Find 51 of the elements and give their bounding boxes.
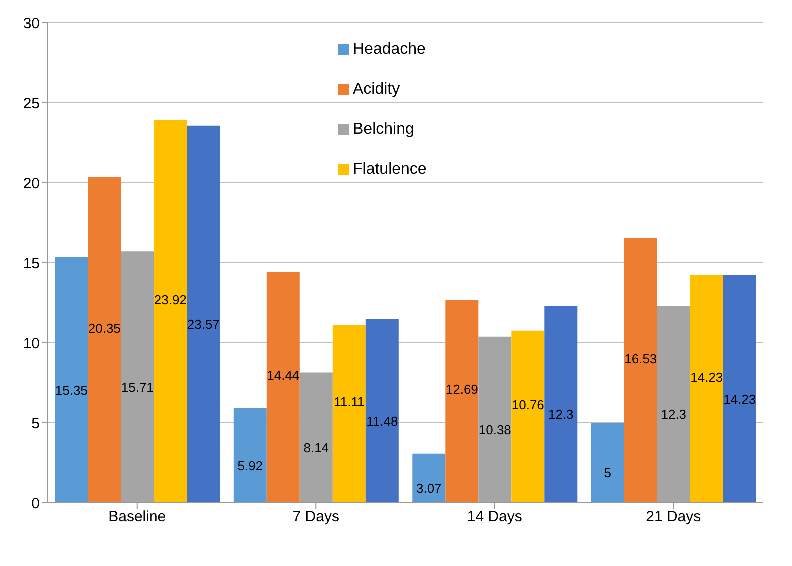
data-label: 12.3 <box>548 407 574 422</box>
data-label: 3.07 <box>416 481 442 496</box>
legend-label: Flatulence <box>353 161 427 178</box>
bar <box>446 300 479 503</box>
bar <box>266 272 300 503</box>
bar <box>624 238 658 503</box>
x-tick-label: 14 Days <box>467 508 522 526</box>
y-tick-label: 0 <box>32 495 40 512</box>
bar <box>88 177 122 503</box>
x-tick-label: Baseline <box>108 508 166 526</box>
data-label: 11.48 <box>366 414 398 429</box>
legend-label: Acidity <box>353 81 400 98</box>
x-tick-label: 21 Days <box>646 508 702 526</box>
data-label: 16.53 <box>624 351 658 366</box>
y-tick-label: 5 <box>32 415 40 432</box>
data-label: 23.57 <box>187 317 220 332</box>
data-label: 11.11 <box>334 394 365 410</box>
bar <box>234 408 267 503</box>
bar <box>154 120 188 503</box>
data-label: 10.38 <box>478 422 512 438</box>
bar <box>690 275 724 503</box>
bar <box>591 423 624 503</box>
data-label: 5.92 <box>238 458 264 474</box>
data-label: 12.3 <box>661 407 687 422</box>
data-label: 14.23 <box>724 392 756 407</box>
bar <box>412 454 446 503</box>
y-tick-label: 15 <box>23 255 40 272</box>
bar <box>366 319 399 503</box>
data-label: 14.23 <box>690 370 724 385</box>
legend-label: Headache <box>353 41 426 58</box>
y-tick-label: 25 <box>23 95 40 112</box>
data-label: 12.69 <box>446 382 478 398</box>
bar <box>512 330 545 503</box>
data-label: 15.71 <box>121 380 154 395</box>
y-tick-label: 20 <box>23 175 40 192</box>
bar <box>723 275 756 503</box>
bar <box>332 325 366 503</box>
x-tick-label: 7 Days <box>292 508 340 526</box>
bar <box>187 126 220 503</box>
bar <box>544 306 578 503</box>
data-label: 20.35 <box>88 320 121 336</box>
y-tick-label: 10 <box>23 335 40 352</box>
data-label: 23.92 <box>154 292 187 308</box>
data-label: 8.14 <box>304 440 330 456</box>
data-label: 5 <box>604 466 612 481</box>
bar <box>55 257 88 503</box>
data-label: 15.35 <box>55 382 88 398</box>
legend-label: Belching <box>353 121 414 138</box>
y-tick-label: 30 <box>23 15 40 32</box>
data-label: 14.44 <box>267 368 300 384</box>
data-label: 10.76 <box>512 398 544 413</box>
